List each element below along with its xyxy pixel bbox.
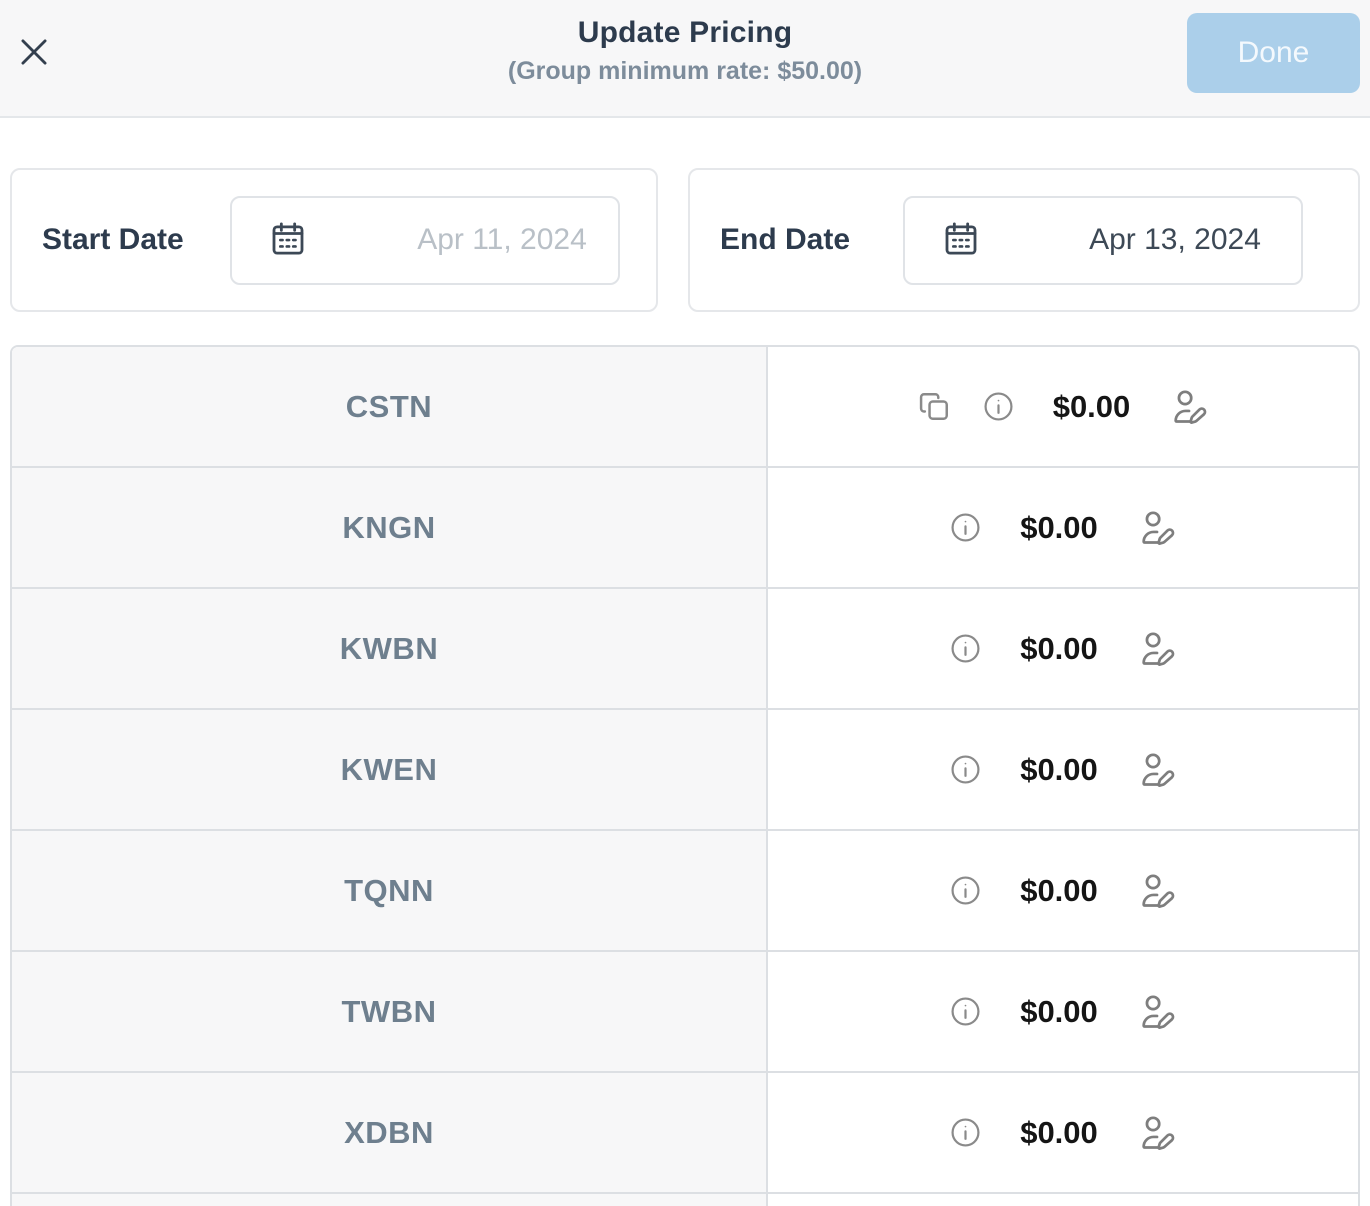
row-price-cell: $0.00 [768,589,1358,708]
row-price: $0.00 [1020,872,1098,908]
user-edit-icon[interactable] [1136,628,1177,669]
row-price-cell: $0.00 [768,952,1358,1071]
row-price-cell: $0.00 [768,831,1358,950]
row-code: KWBN [12,589,768,708]
row-price-cell: $0.00 [768,1073,1358,1192]
user-edit-icon[interactable] [1168,386,1209,427]
end-date-input[interactable] [982,197,1370,283]
row-code [12,1194,768,1206]
row-price: $0.00 [1052,388,1131,424]
table-row: TQNN $0.00 [12,831,1358,952]
page-title: Update Pricing [577,16,793,49]
page-subtitle: (Group minimum rate: $50.00) [507,57,863,85]
calendar-icon [940,219,982,261]
done-button[interactable]: Done [1187,13,1360,93]
info-icon[interactable] [949,1116,982,1149]
user-edit-icon[interactable] [1136,870,1177,911]
row-code: TWBN [12,952,768,1071]
info-icon[interactable] [949,995,982,1028]
row-price-cell [768,1194,1358,1206]
calendar-icon [267,219,309,261]
row-price-cell: $0.00 [768,710,1358,829]
start-date-panel: Start Date [10,168,725,312]
row-price-cell: $0.00 [768,468,1358,587]
modal-header: Update Pricing (Group minimum rate: $50.… [0,0,1370,118]
row-price: $0.00 [1020,630,1098,666]
row-code: KWEN [12,710,768,829]
table-row: CSTN $0.00 [12,347,1358,468]
table-row-partial [12,1194,1358,1206]
title-block: Update Pricing (Group minimum rate: $50.… [0,16,1370,86]
info-icon[interactable] [949,874,982,907]
start-date-field[interactable] [230,195,725,285]
end-date-field[interactable] [903,195,1370,285]
pricing-table: CSTN $0.00 [10,345,1360,1206]
row-price: $0.00 [1020,993,1098,1029]
row-price: $0.00 [1020,1114,1098,1150]
info-icon[interactable] [949,753,982,786]
close-button[interactable] [12,30,56,74]
table-row: XDBN $0.00 [12,1073,1358,1194]
user-edit-icon[interactable] [1136,1112,1177,1153]
table-row: KNGN $0.00 [12,468,1358,589]
row-price: $0.00 [1020,751,1098,787]
copy-icon[interactable] [917,389,952,424]
start-date-label: Start Date [42,223,184,256]
table-row: KWBN $0.00 [12,589,1358,710]
row-code: TQNN [12,831,768,950]
user-edit-icon[interactable] [1136,749,1177,790]
x-icon [15,33,53,71]
row-code: KNGN [12,468,768,587]
date-row: Start Date End Date [10,168,1370,312]
end-date-label: End Date [720,223,851,256]
row-code: XDBN [12,1073,768,1192]
start-date-input[interactable] [309,197,725,283]
table-row: KWEN $0.00 [12,710,1358,831]
info-icon[interactable] [982,390,1015,423]
user-edit-icon[interactable] [1136,991,1177,1032]
row-code: CSTN [12,347,768,466]
info-icon[interactable] [949,632,982,665]
table-row: TWBN $0.00 [12,952,1358,1073]
row-price: $0.00 [1020,509,1098,545]
user-edit-icon[interactable] [1136,507,1177,548]
info-icon[interactable] [949,511,982,544]
end-date-panel: End Date [688,168,1370,312]
row-price-cell: $0.00 [768,347,1358,466]
